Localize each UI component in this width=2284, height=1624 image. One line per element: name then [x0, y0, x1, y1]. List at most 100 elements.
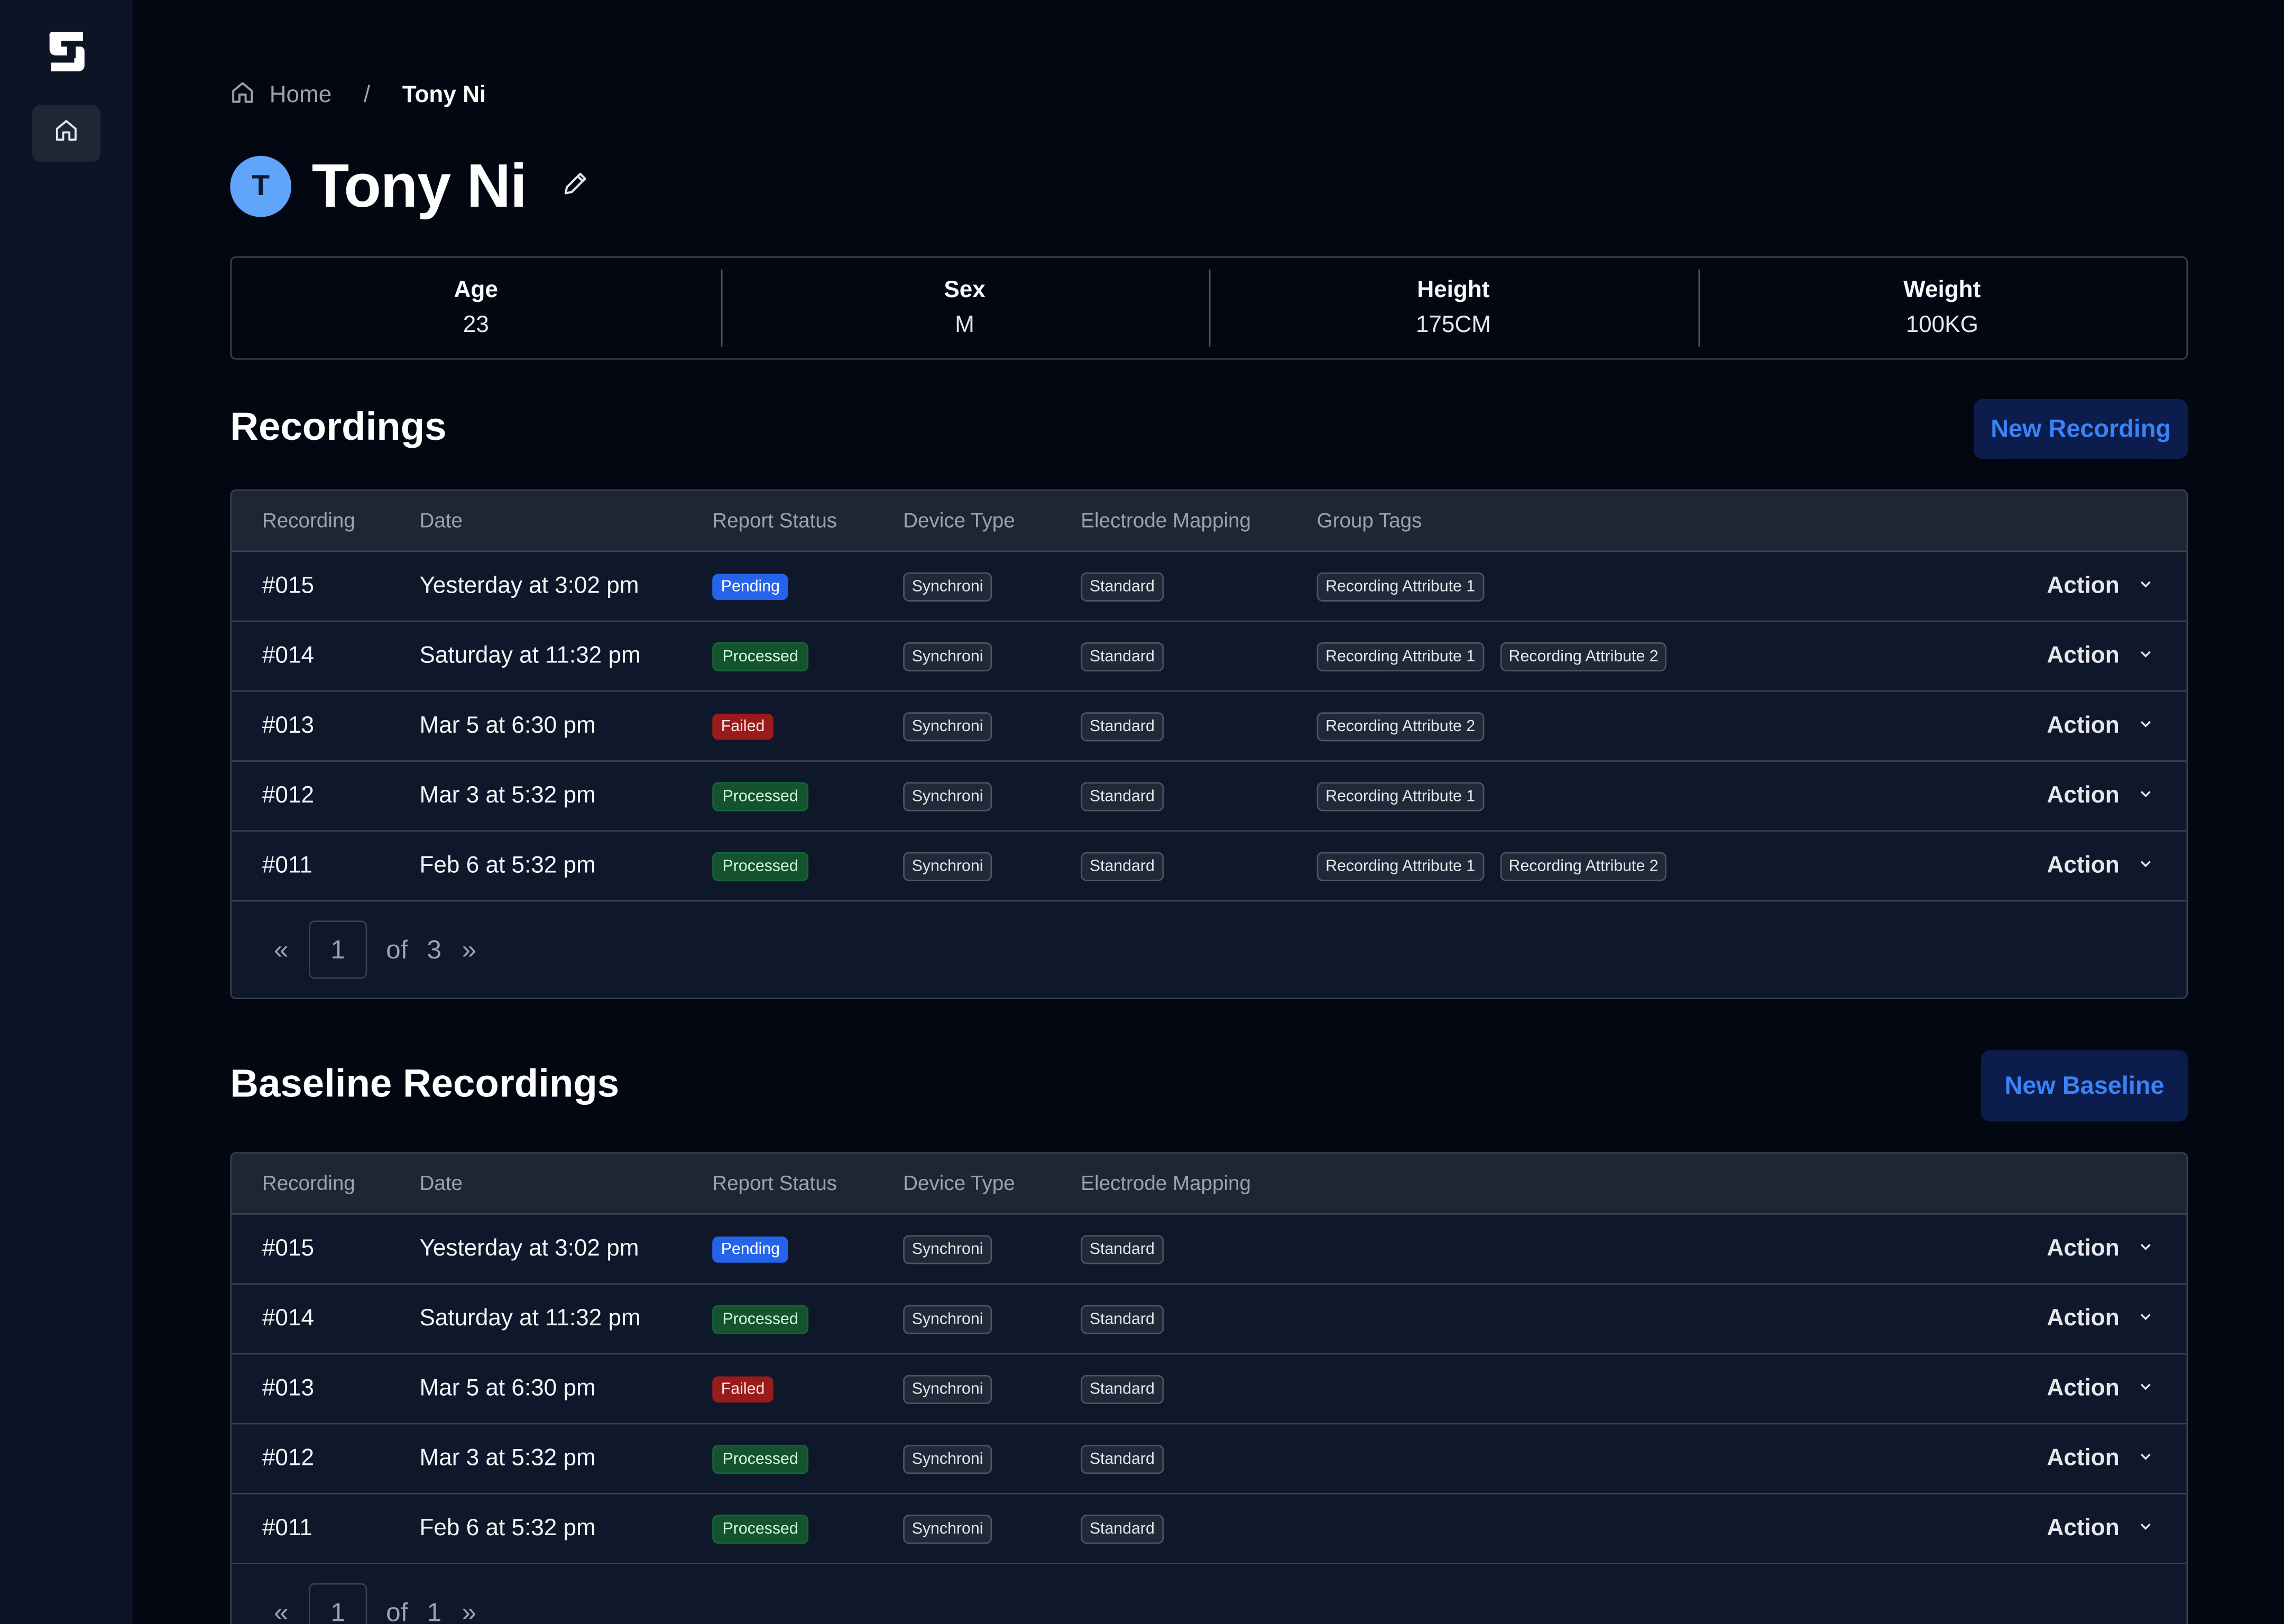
table-row[interactable]: #012 Mar 3 at 5:32 pm Processed Synchron… — [232, 762, 2187, 832]
pagination-page-input[interactable]: 1 — [309, 1583, 367, 1624]
device-type-tag: Synchroni — [903, 781, 992, 811]
action-dropdown[interactable]: Action — [2047, 1424, 2154, 1492]
status-badge: Processed — [712, 1514, 809, 1544]
group-tag: Recording Attribute 2 — [1316, 711, 1484, 741]
stat-height: Height 175CM — [1209, 258, 1698, 358]
action-dropdown[interactable]: Action — [2047, 1215, 2154, 1283]
recording-date: Mar 5 at 6:30 pm — [419, 713, 596, 738]
column-header-electrode-mapping[interactable]: Electrode Mapping — [1081, 508, 1251, 532]
table-row[interactable]: #015 Yesterday at 3:02 pm Pending Synchr… — [232, 1215, 2187, 1285]
edit-name-button[interactable] — [558, 169, 593, 204]
action-label: Action — [2047, 782, 2120, 808]
stat-value: 100KG — [1905, 312, 1978, 337]
baseline-table: Recording Date Report Status Device Type… — [230, 1152, 2188, 1624]
recording-id[interactable]: #013 — [262, 1376, 314, 1401]
action-dropdown[interactable]: Action — [2047, 622, 2154, 690]
status-badge: Pending — [712, 573, 789, 599]
group-tag: Recording Attribute 1 — [1316, 781, 1484, 811]
action-dropdown[interactable]: Action — [2047, 762, 2154, 830]
device-type-tag: Synchroni — [903, 851, 992, 881]
table-row[interactable]: #012 Mar 3 at 5:32 pm Processed Synchron… — [232, 1424, 2187, 1494]
table-row[interactable]: #013 Mar 5 at 6:30 pm Failed Synchroni S… — [232, 692, 2187, 762]
baseline-title: Baseline Recordings — [230, 1062, 620, 1106]
breadcrumb-home[interactable]: Home — [230, 80, 331, 113]
chevron-down-icon — [2137, 783, 2154, 809]
status-badge: Failed — [712, 713, 773, 740]
status-badge: Processed — [712, 851, 809, 881]
recording-id[interactable]: #012 — [262, 1445, 314, 1471]
sidebar-item-home[interactable] — [32, 105, 101, 162]
pagination-prev[interactable]: « — [273, 934, 289, 964]
table-row[interactable]: #014 Saturday at 11:32 pm Processed Sync… — [232, 1285, 2187, 1355]
chevron-down-icon — [2137, 1306, 2154, 1332]
pagination-prev[interactable]: « — [273, 1597, 289, 1624]
table-row[interactable]: #014 Saturday at 11:32 pm Processed Sync… — [232, 622, 2187, 692]
home-icon — [54, 117, 79, 150]
action-label: Action — [2047, 1305, 2120, 1331]
electrode-mapping-tag: Standard — [1081, 571, 1164, 601]
action-dropdown[interactable]: Action — [2047, 832, 2154, 900]
action-dropdown[interactable]: Action — [2047, 1354, 2154, 1423]
group-tag: Recording Attribute 1 — [1316, 851, 1484, 881]
column-header-device-type[interactable]: Device Type — [903, 1171, 1015, 1195]
electrode-mapping-tag: Standard — [1081, 711, 1164, 741]
action-label: Action — [2047, 1515, 2120, 1540]
device-type-tag: Synchroni — [903, 1234, 992, 1264]
column-header-date[interactable]: Date — [419, 1171, 463, 1195]
recording-date: Yesterday at 3:02 pm — [419, 573, 639, 598]
action-dropdown[interactable]: Action — [2047, 552, 2154, 620]
stat-value: 23 — [463, 312, 489, 337]
pencil-icon — [561, 168, 591, 205]
column-header-report-status[interactable]: Report Status — [712, 508, 837, 532]
recording-date: Mar 5 at 6:30 pm — [419, 1376, 596, 1401]
recording-id[interactable]: #011 — [262, 1515, 312, 1540]
action-dropdown[interactable]: Action — [2047, 692, 2154, 760]
breadcrumb: Home / Tony Ni — [230, 80, 486, 113]
column-header-recording[interactable]: Recording — [262, 508, 355, 532]
column-header-recording[interactable]: Recording — [262, 1171, 355, 1195]
stat-label: Sex — [944, 277, 986, 302]
pagination-next[interactable]: » — [462, 934, 477, 964]
table-row[interactable]: #011 Feb 6 at 5:32 pm Processed Synchron… — [232, 832, 2187, 902]
action-label: Action — [2047, 713, 2120, 738]
recording-id[interactable]: #011 — [262, 853, 312, 878]
column-header-electrode-mapping[interactable]: Electrode Mapping — [1081, 1171, 1251, 1195]
recording-id[interactable]: #015 — [262, 573, 314, 598]
recording-date: Feb 6 at 5:32 pm — [419, 853, 596, 878]
recording-id[interactable]: #014 — [262, 1305, 314, 1331]
table-row[interactable]: #013 Mar 5 at 6:30 pm Failed Synchroni S… — [232, 1354, 2187, 1425]
pagination-next[interactable]: » — [462, 1597, 477, 1624]
group-tag: Recording Attribute 1 — [1316, 641, 1484, 671]
chevron-down-icon — [2137, 1376, 2154, 1402]
column-header-report-status[interactable]: Report Status — [712, 1171, 837, 1195]
table-row[interactable]: #011 Feb 6 at 5:32 pm Processed Synchron… — [232, 1494, 2187, 1564]
column-header-date[interactable]: Date — [419, 508, 463, 532]
breadcrumb-current: Tony Ni — [402, 83, 486, 108]
home-icon — [230, 80, 255, 113]
column-header-device-type[interactable]: Device Type — [903, 508, 1015, 532]
device-type-tag: Synchroni — [903, 711, 992, 741]
avatar: T — [230, 155, 292, 217]
action-dropdown[interactable]: Action — [2047, 1285, 2154, 1353]
group-tag: Recording Attribute 2 — [1500, 641, 1668, 671]
electrode-mapping-tag: Standard — [1081, 1234, 1164, 1264]
action-dropdown[interactable]: Action — [2047, 1494, 2154, 1563]
new-baseline-button[interactable]: New Baseline — [1981, 1050, 2188, 1122]
stat-value: 175CM — [1415, 312, 1491, 337]
recording-id[interactable]: #014 — [262, 643, 314, 668]
pagination-page-input[interactable]: 1 — [309, 920, 367, 979]
recording-id[interactable]: #012 — [262, 782, 314, 808]
recording-date: Saturday at 11:32 pm — [419, 643, 641, 668]
new-recording-button[interactable]: New Recording — [1974, 399, 2188, 459]
table-header: Recording Date Report Status Device Type… — [232, 1154, 2187, 1215]
recording-date: Mar 3 at 5:32 pm — [419, 1445, 596, 1471]
electrode-mapping-tag: Standard — [1081, 1444, 1164, 1473]
column-header-group-tags[interactable]: Group Tags — [1316, 508, 1422, 532]
recording-id[interactable]: #013 — [262, 713, 314, 738]
recording-id[interactable]: #015 — [262, 1235, 314, 1261]
chevron-down-icon — [2137, 713, 2154, 740]
chevron-down-icon — [2137, 1445, 2154, 1472]
device-type-tag: Synchroni — [903, 1304, 992, 1334]
app-logo[interactable] — [45, 27, 89, 74]
table-row[interactable]: #015 Yesterday at 3:02 pm Pending Synchr… — [232, 552, 2187, 622]
